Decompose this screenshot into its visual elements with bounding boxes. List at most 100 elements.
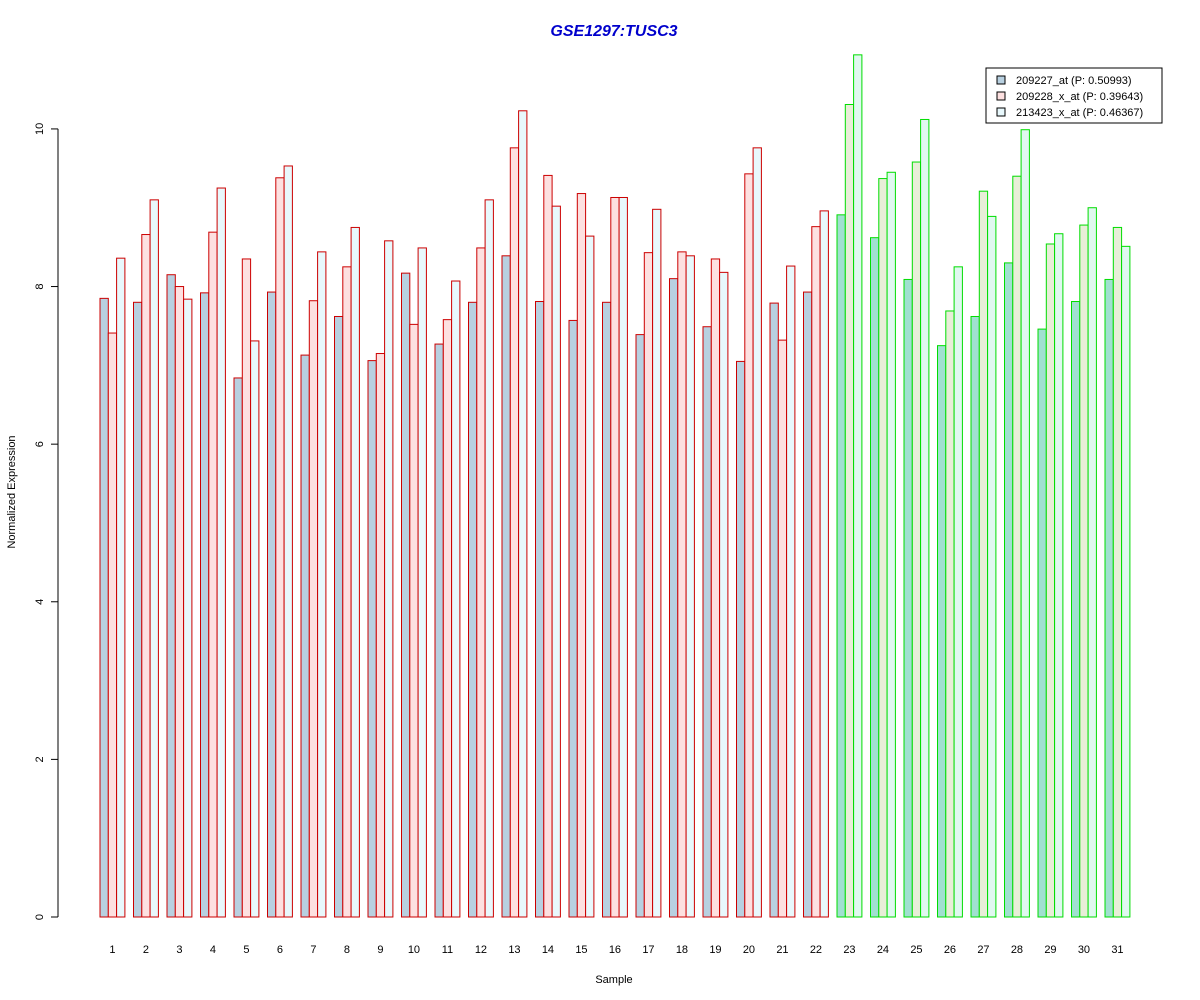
bar bbox=[610, 196, 620, 918]
bar bbox=[844, 104, 855, 918]
x-axis: 1 2 3 4 5 6 7 8 9 10 11 12 13 14 15 16 17 18 19 20 21 22 23 24 2… bbox=[109, 944, 1123, 956]
bar bbox=[484, 199, 494, 918]
bar bbox=[819, 210, 829, 918]
bar bbox=[710, 258, 721, 918]
bar bbox=[551, 205, 561, 918]
bar bbox=[267, 291, 277, 918]
bar bbox=[342, 266, 352, 918]
bar bbox=[1121, 245, 1131, 918]
bar bbox=[200, 292, 210, 918]
bar bbox=[216, 187, 226, 918]
bar bbox=[602, 301, 612, 918]
bar bbox=[987, 215, 997, 918]
bar bbox=[803, 291, 813, 918]
x-tick-label: 11 bbox=[442, 944, 453, 956]
bar bbox=[208, 231, 218, 918]
bar bbox=[777, 339, 788, 918]
y-axis: 0 2 4 6 8 10 bbox=[34, 123, 59, 920]
bar bbox=[476, 247, 486, 918]
bar bbox=[183, 298, 193, 918]
x-tick-label: 17 bbox=[642, 944, 654, 956]
bar bbox=[618, 196, 628, 918]
legend: 209227_at (P: 0.50993) 209228_x_at (P: 0.… bbox=[985, 67, 1163, 124]
legend-entry: 209227_at (P: 0.50993) bbox=[1016, 75, 1132, 87]
bar bbox=[836, 214, 846, 918]
bar bbox=[1054, 233, 1064, 918]
bar bbox=[769, 302, 779, 918]
bar bbox=[409, 323, 419, 918]
bar bbox=[669, 278, 679, 918]
x-tick-label: 8 bbox=[344, 944, 350, 956]
bar bbox=[375, 353, 386, 918]
y-tick-label: 2 bbox=[34, 756, 46, 762]
bar bbox=[643, 252, 654, 918]
x-tick-label: 12 bbox=[475, 944, 487, 956]
x-axis-label: Sample bbox=[595, 974, 632, 986]
bar bbox=[1079, 224, 1089, 918]
y-tick-label: 8 bbox=[34, 283, 46, 289]
bar bbox=[141, 234, 151, 918]
bar bbox=[350, 226, 360, 918]
y-tick-label: 0 bbox=[34, 914, 46, 920]
bar bbox=[937, 345, 947, 918]
x-tick-label: 15 bbox=[575, 944, 587, 956]
x-tick-label: 14 bbox=[542, 944, 554, 956]
bar bbox=[744, 173, 754, 918]
bar bbox=[878, 178, 888, 918]
bar bbox=[1112, 226, 1123, 918]
bar bbox=[509, 147, 520, 918]
bar bbox=[970, 315, 980, 918]
bar bbox=[903, 278, 913, 918]
y-axis-label: Normalized Expression bbox=[6, 435, 18, 548]
bar bbox=[300, 354, 310, 918]
x-tick-label: 30 bbox=[1078, 944, 1090, 956]
x-tick-label: 24 bbox=[877, 944, 889, 956]
bar bbox=[786, 265, 796, 918]
x-tick-label: 20 bbox=[743, 944, 755, 956]
x-tick-label: 25 bbox=[910, 944, 922, 956]
x-tick-label: 9 bbox=[377, 944, 383, 956]
x-tick-label: 13 bbox=[508, 944, 520, 956]
bar bbox=[811, 226, 821, 918]
bar bbox=[652, 208, 662, 918]
bar bbox=[870, 237, 880, 918]
bar bbox=[518, 110, 528, 918]
legend-entry: 213423_x_at (P: 0.46367) bbox=[1016, 107, 1143, 119]
bar bbox=[384, 240, 394, 918]
x-tick-label: 5 bbox=[243, 944, 249, 956]
bar bbox=[501, 255, 511, 918]
bar bbox=[1012, 175, 1022, 918]
bars bbox=[99, 54, 1131, 918]
bar bbox=[451, 280, 461, 918]
bar bbox=[702, 326, 712, 918]
bar bbox=[535, 301, 545, 918]
bar bbox=[275, 177, 285, 918]
bar bbox=[1104, 278, 1114, 918]
y-tick-label: 10 bbox=[34, 123, 46, 135]
x-tick-label: 1 bbox=[109, 944, 115, 956]
bar bbox=[417, 247, 427, 918]
bar bbox=[401, 272, 411, 918]
legend-swatch bbox=[996, 75, 1006, 85]
x-tick-label: 6 bbox=[277, 944, 283, 956]
bar bbox=[911, 161, 922, 918]
x-tick-label: 7 bbox=[310, 944, 316, 956]
bar bbox=[1020, 129, 1030, 918]
bar bbox=[241, 258, 252, 918]
x-tick-label: 28 bbox=[1011, 944, 1023, 956]
y-tick-label: 4 bbox=[34, 599, 46, 605]
bar bbox=[434, 343, 444, 918]
bar bbox=[1087, 207, 1097, 918]
x-tick-label: 29 bbox=[1044, 944, 1056, 956]
bar bbox=[719, 271, 729, 918]
bar bbox=[585, 235, 595, 918]
bar bbox=[945, 310, 955, 918]
bar bbox=[308, 300, 319, 918]
bar bbox=[1071, 301, 1081, 918]
y-tick-label: 6 bbox=[34, 441, 46, 447]
bar bbox=[1004, 262, 1014, 918]
bar bbox=[317, 251, 327, 918]
x-tick-label: 18 bbox=[676, 944, 688, 956]
bar bbox=[978, 190, 989, 918]
bar bbox=[250, 340, 260, 918]
